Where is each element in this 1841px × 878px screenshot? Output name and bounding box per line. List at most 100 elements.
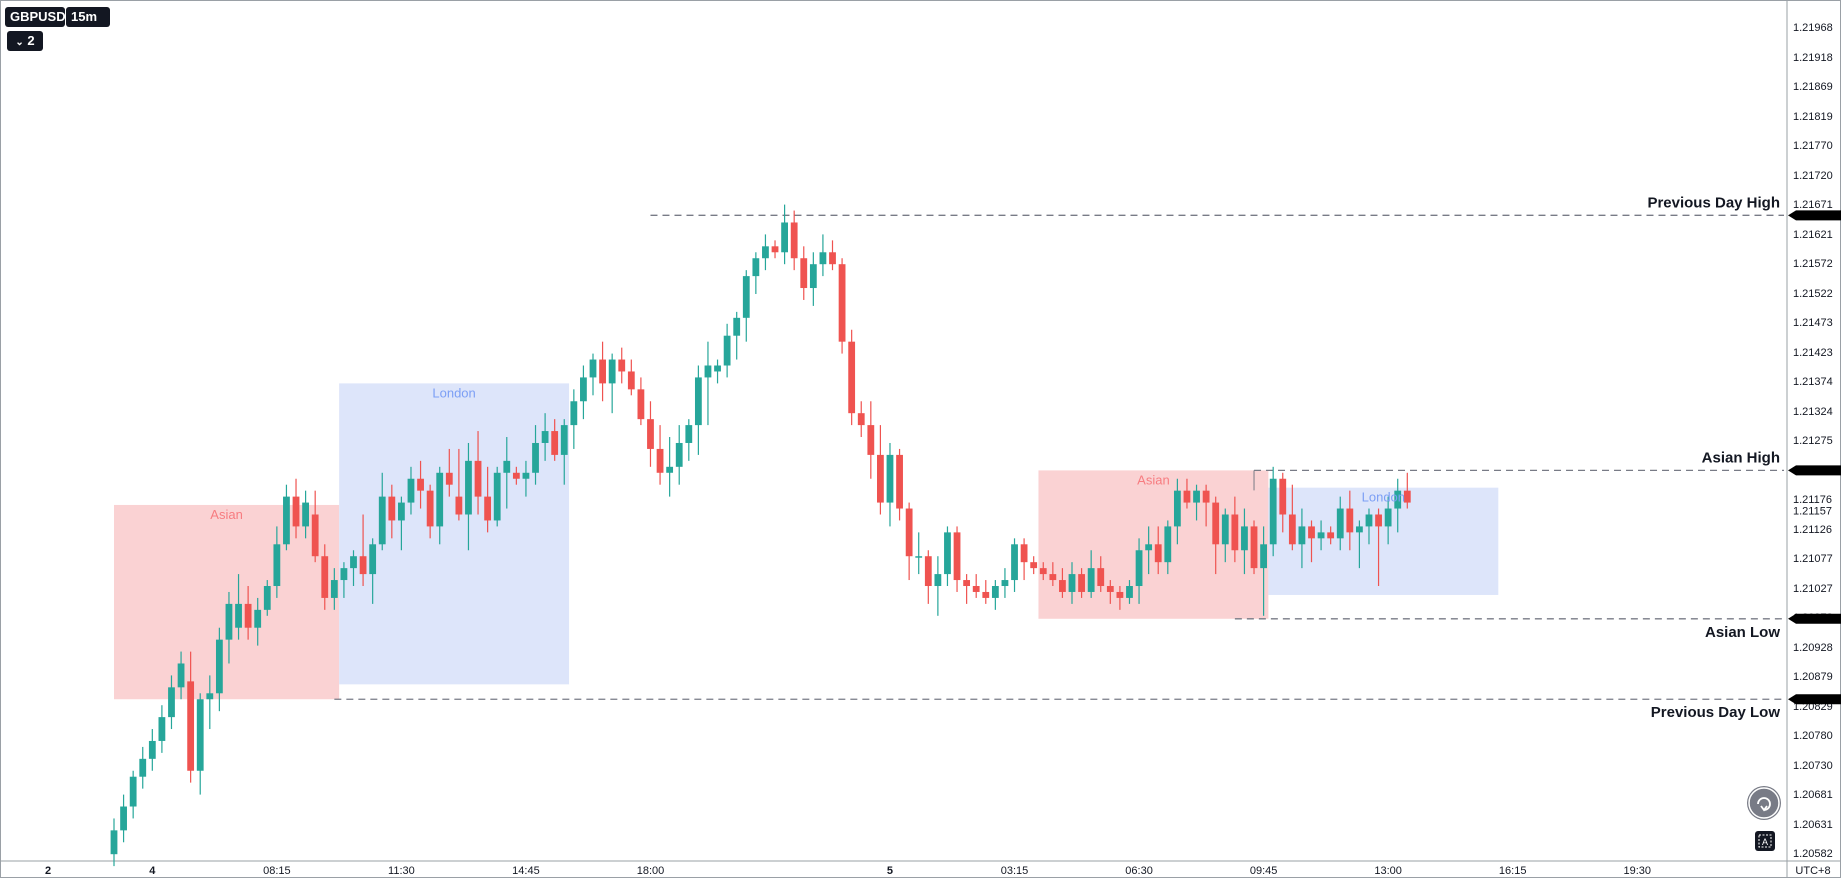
candle-body [445, 472, 453, 485]
timezone-label[interactable]: UTC+8 [1795, 865, 1830, 877]
candle-body [1039, 568, 1047, 575]
asian-session-label: Asian [210, 507, 243, 522]
level-label: Previous Day High [1647, 194, 1780, 211]
candle-body [359, 556, 367, 575]
candle-body [1154, 544, 1162, 563]
price-tick-label: 1.21572 [1793, 258, 1833, 270]
candle-body [1260, 544, 1267, 569]
price-tick-label: 1.21157 [1793, 505, 1832, 517]
price-tick-label: 1.20730 [1793, 760, 1833, 772]
interval-button[interactable]: 15m ⌄ [66, 7, 110, 44]
return-arrow-icon [1748, 787, 1780, 819]
candle-body [215, 639, 223, 694]
candle-body [465, 460, 472, 515]
time-tick-label: 5 [887, 865, 893, 877]
candle-body [1049, 574, 1057, 581]
candle-body [158, 717, 166, 741]
candle-body [675, 442, 683, 467]
candle-body [1212, 502, 1220, 545]
candle-body [1011, 544, 1018, 581]
candle-body [1059, 580, 1066, 592]
candle-body [1308, 526, 1315, 539]
price-tick-label: 1.20631 [1793, 819, 1833, 831]
asian-session-box [1038, 470, 1269, 619]
candle-body [302, 502, 309, 527]
candle-body [1164, 526, 1172, 563]
candle-body [694, 377, 702, 426]
price-tick-label: 1.21423 [1793, 347, 1833, 359]
candle-body [311, 514, 319, 557]
candle-body [110, 830, 118, 855]
time-tick-label: 06:30 [1125, 865, 1153, 877]
candle-body [886, 454, 894, 503]
candle-body [762, 246, 769, 259]
price-tag-marker [1788, 465, 1841, 476]
candle-body [1298, 526, 1306, 545]
candle-body [1068, 574, 1076, 592]
level-label: Previous Day Low [1651, 704, 1781, 721]
candle-body [934, 574, 942, 587]
candle-body [809, 264, 817, 289]
candle-body [599, 359, 606, 384]
time-tick-label: 03:15 [1001, 865, 1029, 877]
symbol-button[interactable]: GBPUSD [5, 7, 66, 27]
candle-body [618, 359, 626, 372]
time-tick-label: 14:45 [512, 865, 540, 877]
candle-body [781, 222, 788, 253]
time-tick-label: 16:15 [1499, 865, 1527, 877]
indicators-toggle[interactable]: ⌄ 2 [7, 31, 43, 51]
candle-body [867, 425, 875, 455]
candle-body [283, 496, 290, 545]
candle-body [752, 258, 760, 277]
level-label: Asian Low [1705, 624, 1780, 641]
candle-body [972, 586, 980, 592]
candle-body [512, 472, 520, 479]
candle-body [436, 472, 444, 527]
candle-body [1183, 490, 1191, 503]
time-tick-label: 19:30 [1623, 865, 1651, 877]
chevron-down-icon: ⌄ [71, 33, 80, 44]
candle-body [340, 568, 348, 581]
chevron-down-icon: ⌄ [15, 37, 24, 48]
price-tick-label: 1.21621 [1793, 229, 1833, 241]
candle-body [139, 758, 147, 777]
candle-body [398, 502, 405, 521]
candle-body [455, 496, 463, 515]
london-session-label: London [1362, 490, 1405, 505]
candle-body [321, 556, 329, 598]
candle-body [1202, 490, 1210, 503]
candle-body [896, 454, 903, 509]
candle-body [857, 413, 865, 426]
auto-scale-button[interactable]: A [1755, 831, 1775, 851]
candle-body [589, 359, 597, 378]
price-tick-label: 1.21522 [1793, 288, 1833, 300]
candle-body [350, 556, 357, 569]
candle-body [685, 425, 693, 443]
candle-body [924, 556, 932, 587]
candle-body [656, 448, 664, 473]
candle-body [1403, 490, 1411, 503]
candle-body [1001, 580, 1009, 587]
candle-body [187, 681, 195, 771]
candle-body [953, 532, 961, 581]
price-tick-label: 1.21473 [1793, 317, 1833, 329]
candle-body [541, 431, 549, 443]
candle-body [426, 490, 434, 527]
candle-body [177, 663, 185, 688]
time-tick-label: 2 [45, 865, 51, 877]
time-tick-label: 11:30 [388, 865, 415, 877]
candle-body [944, 532, 951, 575]
price-tick-label: 1.21126 [1793, 524, 1832, 536]
candle-body [1288, 514, 1296, 545]
price-tick-label: 1.21374 [1793, 376, 1833, 388]
candle-body [570, 401, 578, 426]
scroll-to-realtime-button[interactable] [1747, 786, 1781, 820]
price-tick-label: 1.21275 [1793, 435, 1833, 447]
price-tick-label: 1.20928 [1793, 642, 1833, 654]
candle-body [273, 544, 281, 587]
price-tick-label: 1.21176 [1793, 494, 1832, 506]
price-tag-marker [1788, 613, 1841, 624]
price-tick-label: 1.21671 [1793, 199, 1833, 211]
candle-body [1173, 490, 1181, 527]
